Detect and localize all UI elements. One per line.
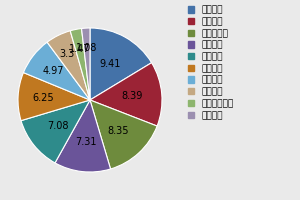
Wedge shape — [23, 42, 90, 100]
Wedge shape — [21, 100, 90, 163]
Wedge shape — [90, 63, 162, 126]
Wedge shape — [18, 73, 90, 121]
Wedge shape — [47, 31, 90, 100]
Wedge shape — [55, 100, 111, 172]
Wedge shape — [70, 28, 90, 100]
Legend: 华晨鑫源, 东风汽车, 吉利商用车, 北汽福田, 长安汽车, 重庆瑞驰, 奇瑞汽车, 上汽大通, 上汽通用五菱, 广西汽车: 华晨鑫源, 东风汽车, 吉利商用车, 北汽福田, 长安汽车, 重庆瑞驰, 奇瑞汽… — [188, 6, 234, 120]
Text: 9.41: 9.41 — [100, 59, 121, 69]
Wedge shape — [90, 28, 152, 100]
Text: 1.08: 1.08 — [76, 43, 98, 53]
Wedge shape — [90, 100, 157, 169]
Wedge shape — [82, 28, 90, 100]
Text: 1.47: 1.47 — [69, 44, 91, 54]
Text: 3.3: 3.3 — [59, 49, 75, 59]
Text: 7.31: 7.31 — [75, 137, 96, 147]
Text: 6.25: 6.25 — [32, 93, 54, 103]
Text: 4.97: 4.97 — [42, 66, 64, 76]
Text: 8.39: 8.39 — [121, 91, 142, 101]
Text: 8.35: 8.35 — [108, 126, 129, 136]
Text: 7.08: 7.08 — [47, 121, 68, 131]
